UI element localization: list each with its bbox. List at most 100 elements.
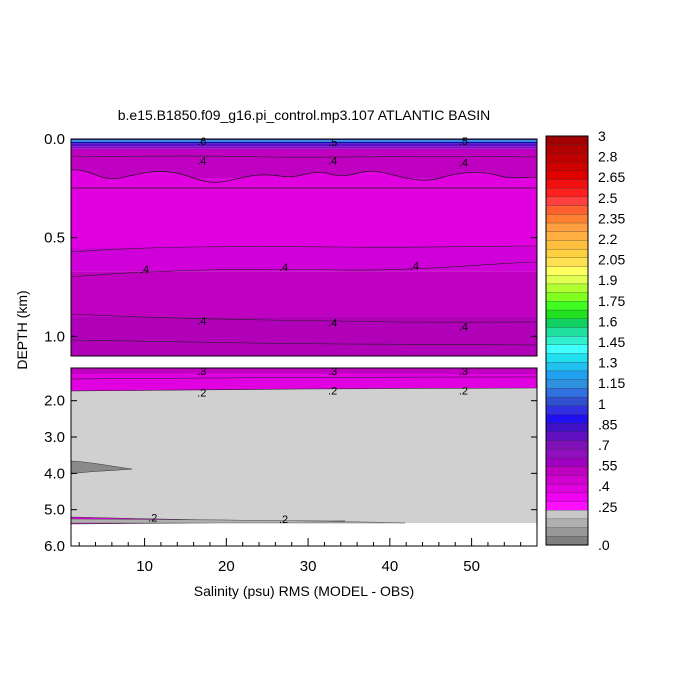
lower-y-ticks: 2.0 3.0 4.0 5.0 6.0 (44, 393, 537, 555)
lower-contour-label-5: .2 (459, 386, 468, 398)
colorbar-swatch-14 (545, 257, 589, 268)
contour-line-upper-thin (71, 155, 537, 158)
colorbar-swatch-44 (545, 518, 589, 529)
colorbar-swatch-42 (545, 501, 589, 511)
upper-contour-label-6: .4 (140, 264, 149, 276)
colorbar-swatch-12 (545, 240, 589, 250)
y-axis-label: DEPTH (km) (14, 290, 30, 369)
colorbar-swatch-30 (545, 396, 589, 407)
colorbar-swatch-7 (545, 196, 589, 207)
colorbar-label-12: 1.15 (598, 375, 625, 391)
lower-contour-label-1: .3 (328, 366, 337, 378)
colorbar-label-1: 2.8 (598, 149, 618, 165)
violet-band-top (71, 368, 537, 374)
colorbar-swatch-46 (545, 536, 589, 546)
x-axis-label: Salinity (psu) RMS (MODEL - OBS) (194, 583, 414, 599)
upper-contour-label-11: .4 (459, 321, 468, 333)
depth-band-1 (71, 140, 537, 142)
colorbar-swatch-8 (545, 205, 589, 215)
upper-panel-frame (70, 138, 538, 357)
upper-contour-label-1: .5 (328, 137, 337, 149)
lower-panel (71, 368, 537, 546)
upper-contour-label-0: .6 (197, 136, 206, 148)
upper-y-tick-label-1: 0.5 (44, 230, 65, 247)
colorbar-swatch-26 (545, 362, 589, 372)
upper-contour-label-3: .4 (197, 156, 206, 168)
colorbar-swatch-20 (545, 309, 589, 320)
colorbar-swatch-39 (545, 475, 589, 485)
contour-line-mid-4 (71, 339, 537, 346)
colorbar-swatch-16 (545, 275, 589, 285)
lower-contour-label-0: .3 (197, 366, 206, 378)
upper-contour-label-7: .4 (279, 262, 288, 274)
colorbar-swatch-4 (545, 170, 589, 181)
dark-intrusion (71, 460, 133, 475)
contour-line-upper-wavy (71, 169, 537, 189)
x-tick-label-3: 40 (381, 558, 398, 575)
upper-y-tick-label-2: 1.0 (44, 328, 65, 345)
colorbar-swatch-28 (545, 379, 589, 389)
colorbar-swatch-9 (545, 214, 589, 224)
colorbar-swatch-32 (545, 414, 589, 424)
colorbar-swatch-27 (545, 370, 589, 381)
upper-contour-label-2: .5 (459, 136, 468, 148)
x-tick-label-4: 50 (463, 558, 480, 575)
contour-line-mid-1 (71, 245, 537, 253)
colorbar-swatch-25 (545, 353, 589, 363)
colorbar-swatch-18 (545, 292, 589, 302)
colorbar-swatch-34 (545, 431, 589, 442)
upper-contour-label-4: .4 (328, 156, 337, 168)
colorbar-swatch-2 (545, 153, 589, 163)
colorbar-label-19: .0 (598, 537, 610, 553)
lower-contour-label-2: .3 (459, 366, 468, 378)
lower-panel-frame (70, 367, 538, 547)
colorbar-label-7: 1.9 (598, 272, 618, 288)
depth-band-7 (71, 247, 537, 272)
upper-panel-decor (71, 155, 537, 346)
colorbar-label-11: 1.3 (598, 355, 618, 371)
lower-y-tick-label-0: 2.0 (44, 393, 65, 410)
colorbar-swatch-45 (545, 527, 589, 537)
colorbar-label-10: 1.45 (598, 334, 625, 350)
colorbar-swatch-33 (545, 423, 589, 433)
x-tick-label-0: 10 (136, 558, 153, 575)
depth-band-2 (71, 141, 537, 144)
colorbar-swatch-19 (545, 301, 589, 311)
colorbar-label-6: 2.05 (598, 252, 625, 268)
depth-band-3 (71, 143, 537, 147)
colorbar-swatch-23 (545, 335, 589, 346)
upper-contour-labels: .6 .5 .5 .4 .4 .4 .4 .4 .4 .4 .4 .4 (140, 136, 468, 333)
upper-contour-label-9: .4 (197, 315, 206, 327)
depth-band-0 (71, 139, 537, 141)
colorbar-swatch-22 (545, 327, 589, 337)
colorbar-swatch-38 (545, 466, 589, 476)
x-tick-label-2: 30 (300, 558, 317, 575)
colorbar-label-4: 2.35 (598, 210, 625, 226)
colorbar-label-5: 2.2 (598, 231, 618, 247)
colorbar-swatch-10 (545, 222, 589, 233)
colorbar-label-15: .7 (598, 437, 610, 453)
depth-band-4 (71, 146, 537, 149)
colorbar-swatch-0 (545, 135, 589, 146)
x-tick-label-1: 20 (218, 558, 235, 575)
colorbar-label-9: 1.6 (598, 313, 618, 329)
lower-contour-label-7: .2 (279, 514, 288, 526)
upper-contour-label-5: .4 (459, 158, 468, 170)
colorbar-swatch-24 (545, 344, 589, 355)
colorbar-frame (545, 135, 589, 546)
depth-band-8 (71, 271, 537, 317)
contour-line-mid-2 (71, 261, 537, 278)
gray-region (71, 388, 537, 523)
contour-line-mid-3 (71, 313, 537, 323)
colorbar-label-13: 1 (598, 396, 606, 412)
colorbar-swatch-43 (545, 510, 589, 520)
colorbar-swatch-37 (545, 457, 589, 468)
depth-band-6 (71, 178, 537, 248)
colorbar-swatch-35 (545, 440, 589, 450)
lower-y-tick-label-4: 6.0 (44, 538, 65, 555)
bottom-gray-sliver (71, 518, 406, 524)
upper-contour-label-8: .4 (410, 260, 419, 272)
colorbar-swatch-3 (545, 161, 589, 172)
lower-contour-label-4: .2 (328, 386, 337, 398)
lower-contour-label-6: .2 (148, 513, 157, 525)
